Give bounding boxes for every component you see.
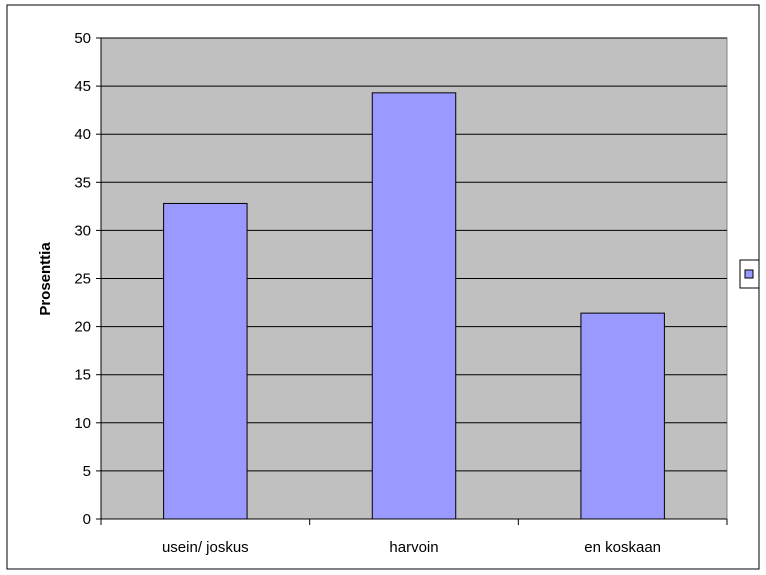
y-tick-label: 0: [83, 511, 91, 528]
y-tick-label: 45: [74, 78, 91, 95]
x-category-label: usein/ joskus: [162, 539, 249, 556]
y-tick-label: 40: [74, 126, 91, 143]
y-tick-labels: 0 5 10 15 20 25 30 35 40 45 50: [74, 30, 91, 528]
x-category-label: harvoin: [389, 539, 438, 556]
bar: [580, 312, 665, 520]
axes: [96, 37, 728, 525]
legend-swatch: [744, 269, 754, 279]
legend: [739, 259, 760, 289]
y-tick-label: 35: [74, 174, 91, 191]
y-tick-label: 25: [74, 271, 91, 288]
bar: [163, 202, 248, 520]
bar: [371, 92, 457, 520]
y-axis-title: Prosenttia: [37, 242, 54, 316]
y-tick-label: 5: [83, 463, 91, 480]
y-tick-label: 15: [74, 367, 91, 384]
y-tick-label: 30: [74, 222, 91, 239]
y-tick-label: 50: [74, 30, 91, 47]
x-category-label: en koskaan: [584, 539, 661, 556]
y-tick-label: 10: [74, 415, 91, 432]
y-tick-label: 20: [74, 319, 91, 336]
x-category-labels: usein/ joskus harvoin en koskaan: [162, 539, 661, 556]
